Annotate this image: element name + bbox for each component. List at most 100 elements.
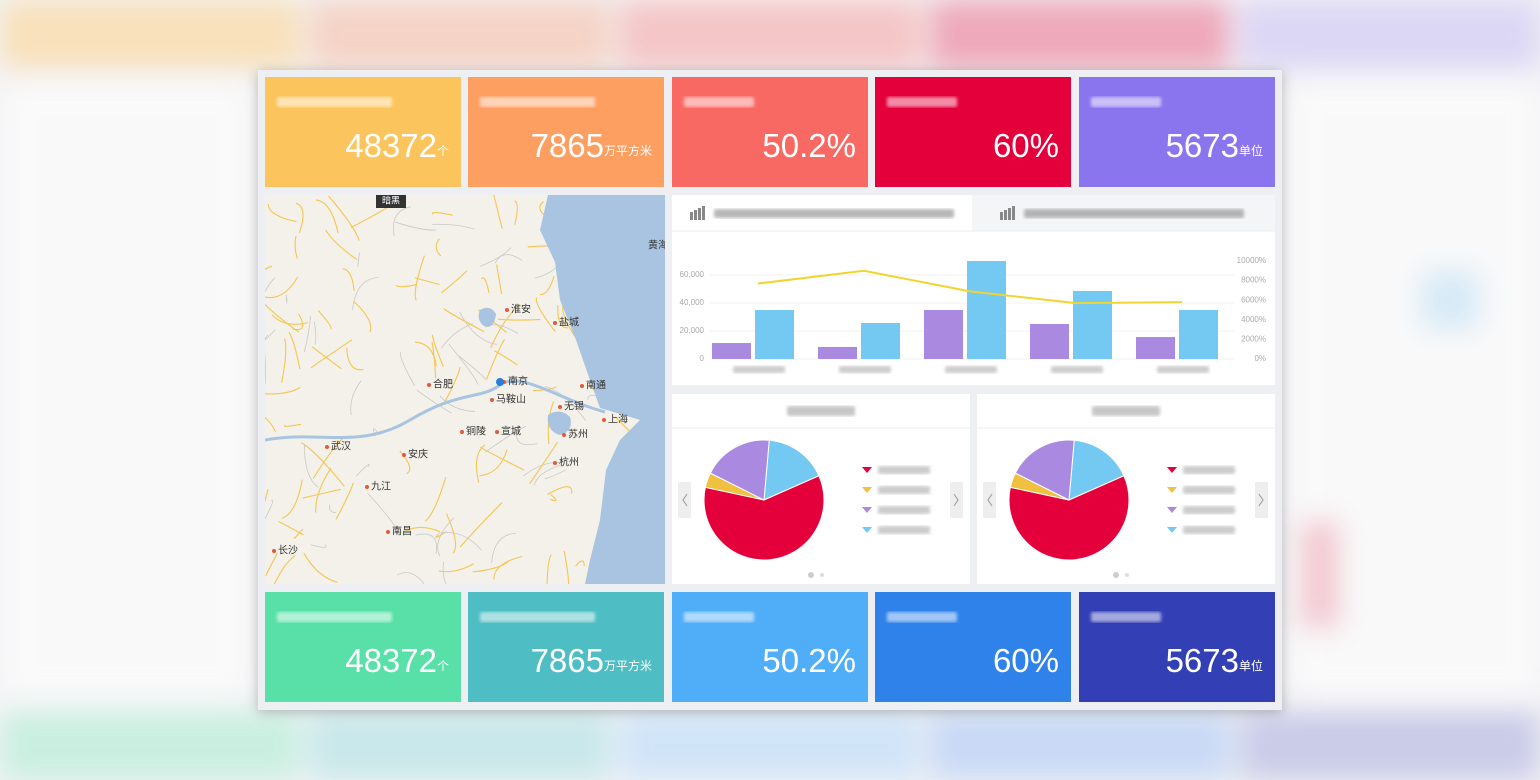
city-dot — [427, 383, 431, 387]
map-road — [563, 550, 570, 584]
kpi-number: 60% — [993, 642, 1059, 679]
map-road — [303, 315, 311, 353]
page-dot[interactable] — [1113, 572, 1119, 578]
pager-next[interactable] — [950, 482, 963, 518]
kpi-number: 60% — [993, 127, 1059, 164]
pie-slice — [1068, 439, 1125, 501]
map-road — [443, 308, 485, 333]
map-road — [294, 235, 298, 259]
map-road — [350, 380, 362, 416]
kpi-tile — [1079, 77, 1275, 187]
map-road — [288, 331, 301, 370]
bar — [967, 261, 1006, 359]
river — [265, 379, 606, 442]
legend-marker — [1167, 467, 1177, 473]
kpi-tile — [265, 77, 461, 187]
blurred-text — [480, 612, 595, 622]
map-road — [442, 561, 447, 584]
arrow — [987, 493, 993, 507]
map-road — [431, 341, 437, 379]
kpi-unit: 个 — [437, 659, 449, 673]
kpi-number: 48372 — [345, 127, 437, 164]
kpi-number: 50.2% — [762, 127, 856, 164]
kpi-tile — [875, 592, 1071, 702]
map-road — [317, 310, 332, 330]
blurred-text — [1024, 209, 1244, 218]
kpi-value: 5673单位 — [1166, 127, 1263, 164]
city-dot — [553, 321, 557, 325]
kpi-unit: 单位 — [1239, 658, 1263, 673]
pager-next[interactable] — [1255, 482, 1268, 518]
page-dot[interactable] — [808, 572, 814, 578]
kpi-unit: 万平方米 — [604, 658, 652, 673]
map-road — [301, 442, 345, 487]
map-road — [547, 486, 573, 495]
y-tick-label: 40,000 — [680, 298, 705, 307]
city-label: 安庆 — [408, 448, 428, 461]
map-road — [265, 265, 273, 271]
map-road — [415, 533, 437, 554]
lake — [547, 411, 571, 435]
y2-tick-label: 8000% — [1241, 276, 1266, 285]
city-dot — [558, 405, 562, 409]
blurred-text — [787, 406, 855, 416]
city-label: 南京 — [508, 375, 528, 388]
kpi-tile — [672, 592, 868, 702]
map-road — [346, 348, 364, 371]
kpi-value: 60% — [993, 127, 1059, 164]
map-road — [529, 441, 559, 485]
kpi-number: 5673 — [1166, 642, 1239, 679]
city-label: 淮安 — [511, 303, 531, 316]
map-road — [459, 502, 503, 548]
map-road — [284, 423, 302, 427]
pager-prev[interactable] — [678, 482, 691, 518]
map-road — [329, 504, 337, 514]
kpi-value: 60% — [993, 642, 1059, 679]
legend-marker — [1167, 527, 1177, 533]
map-road — [310, 544, 327, 548]
lake — [478, 307, 496, 327]
map-road — [459, 312, 497, 345]
map-badge[interactable]: 暗黑 — [382, 194, 400, 205]
kpi-unit: 个 — [437, 144, 449, 158]
page-dot[interactable] — [1125, 573, 1129, 577]
legend-marker — [1167, 487, 1177, 493]
kpi-value: 48372个 — [345, 127, 449, 164]
kpi-number: 48372 — [345, 642, 437, 679]
map-road — [493, 195, 503, 229]
city-label: 武汉 — [331, 440, 351, 453]
city-label: 宣城 — [501, 425, 521, 438]
blurred-text — [878, 486, 930, 494]
map-road — [303, 553, 338, 583]
map-road — [271, 314, 308, 325]
map-road — [448, 343, 479, 385]
blurred-text — [839, 366, 891, 373]
bar — [924, 310, 963, 359]
map-road — [367, 492, 401, 536]
map-road — [534, 464, 562, 486]
pie-slice — [1008, 475, 1130, 561]
pie-slice — [1014, 439, 1075, 501]
map-road — [273, 554, 296, 584]
city-dot — [505, 308, 509, 312]
blurred-text — [480, 97, 595, 107]
map-road — [357, 252, 361, 267]
map-road — [265, 277, 276, 293]
pager-prev[interactable] — [983, 482, 996, 518]
map-road — [265, 499, 274, 520]
city-label: 铜陵 — [466, 426, 486, 438]
blurred-text — [684, 97, 754, 107]
map-road — [315, 199, 339, 234]
blurred-text — [684, 612, 754, 622]
tab-icon — [702, 206, 705, 220]
bar — [1073, 290, 1112, 359]
city-dot — [602, 418, 606, 422]
map-road — [485, 338, 506, 380]
page-dot[interactable] — [820, 573, 824, 577]
map-road — [515, 430, 538, 446]
kpi-number: 5673 — [1166, 127, 1239, 164]
map-road — [479, 446, 525, 471]
map-road — [399, 351, 416, 386]
